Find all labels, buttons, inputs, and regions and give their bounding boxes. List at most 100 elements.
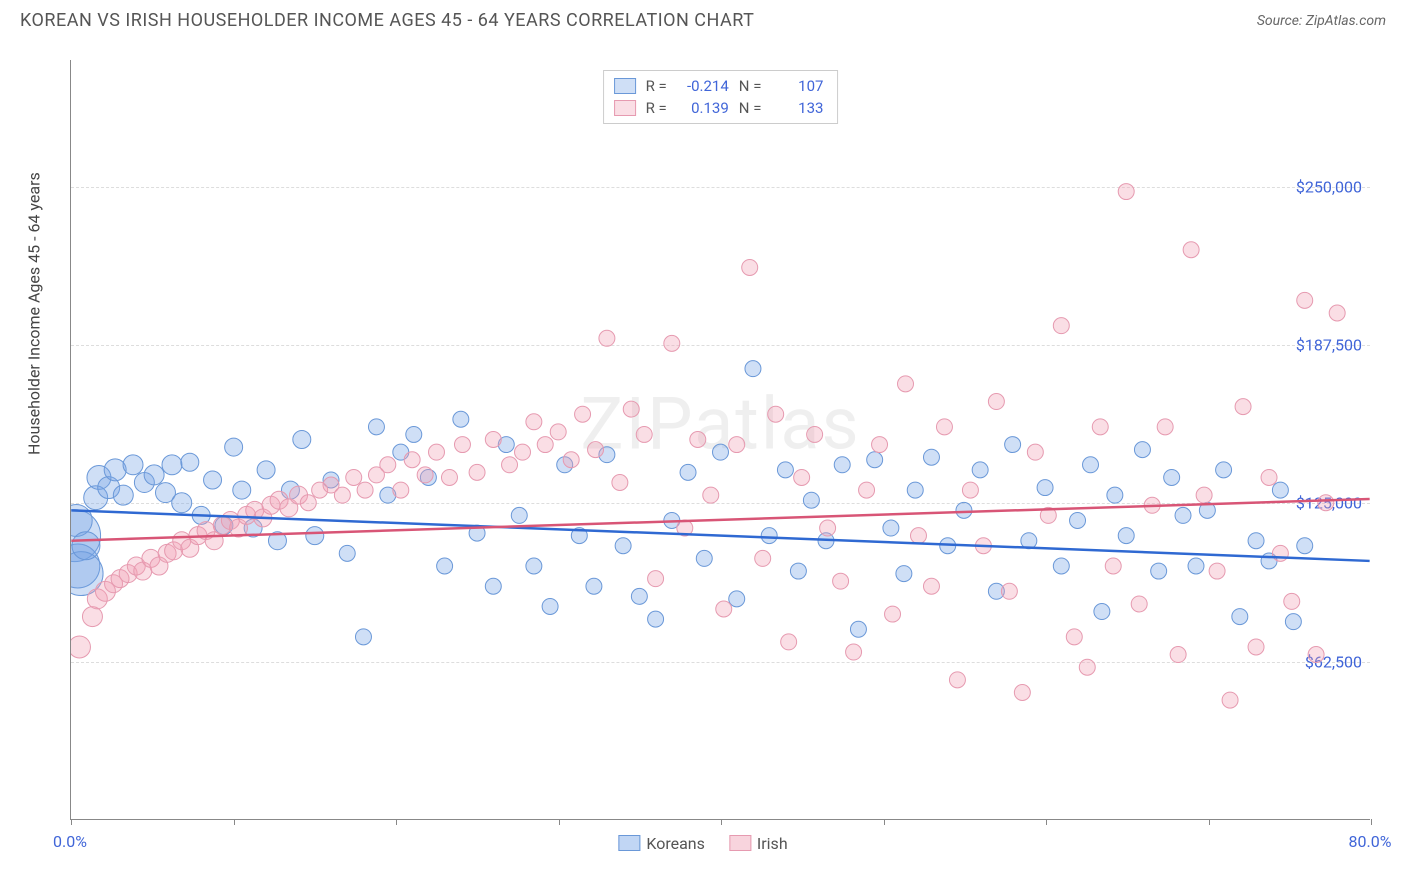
stat-n-value-0: 107: [771, 77, 823, 95]
x-tick-label: 80.0%: [1349, 832, 1392, 851]
legend-stats-box: R = -0.214 N = 107 R = 0.139 N = 133: [603, 70, 839, 124]
scatter-point: [1053, 558, 1069, 574]
scatter-point: [515, 444, 531, 460]
scatter-point: [850, 621, 866, 637]
scatter-point: [872, 437, 888, 453]
x-tick: [71, 819, 72, 825]
scatter-point: [71, 636, 90, 658]
scatter-point: [1248, 639, 1264, 655]
scatter-point: [755, 550, 771, 566]
scatter-point: [82, 607, 102, 627]
scatter-point: [1183, 242, 1199, 258]
scatter-point: [1329, 305, 1345, 321]
plot-area: ZIPatlas R = -0.214 N = 107 R = 0.139 N …: [70, 60, 1370, 820]
scatter-point: [883, 520, 899, 536]
x-tick: [1371, 819, 1372, 825]
scatter-point: [803, 492, 819, 508]
scatter-point: [588, 442, 604, 458]
scatter-point: [1308, 647, 1324, 663]
x-tick: [396, 819, 397, 825]
scatter-point: [346, 469, 362, 485]
scatter-point: [1297, 292, 1313, 308]
scatter-point: [1005, 437, 1021, 453]
scatter-point: [406, 426, 422, 442]
scatter-point: [233, 481, 251, 499]
scatter-point: [898, 376, 914, 392]
scatter-point: [910, 528, 926, 544]
legend-stats-row-1: R = 0.139 N = 133: [614, 97, 824, 119]
scatter-point: [550, 424, 566, 440]
scatter-point: [162, 455, 182, 475]
scatter-point: [761, 528, 777, 544]
scatter-point: [648, 571, 664, 587]
x-tick: [559, 819, 560, 825]
scatter-point: [257, 461, 275, 479]
scatter-point: [781, 634, 797, 650]
scatter-point: [1175, 507, 1191, 523]
scatter-point: [612, 475, 628, 491]
scatter-point: [636, 426, 652, 442]
scatter-point: [1151, 563, 1167, 579]
scatter-point: [745, 361, 761, 377]
scatter-point: [526, 558, 542, 574]
scatter-point: [225, 438, 243, 456]
scatter-point: [703, 487, 719, 503]
scatter-point: [1164, 469, 1180, 485]
scatter-point: [1284, 593, 1300, 609]
legend-swatch-koreans: [614, 78, 636, 94]
scatter-point: [696, 550, 712, 566]
scatter-point: [1235, 399, 1251, 415]
legend-label: Koreans: [646, 834, 705, 853]
scatter-point: [1216, 462, 1232, 478]
scatter-point: [485, 578, 501, 594]
scatter-point: [1196, 487, 1212, 503]
scatter-point: [511, 507, 527, 523]
scatter-point: [181, 453, 199, 471]
scatter-point: [846, 644, 862, 660]
scatter-point: [834, 457, 850, 473]
legend-swatch: [618, 835, 640, 851]
scatter-point: [1297, 538, 1313, 554]
scatter-point: [768, 406, 784, 422]
chart-title: KOREAN VS IRISH HOUSEHOLDER INCOME AGES …: [20, 10, 754, 31]
scatter-point: [526, 414, 542, 430]
scatter-point: [1285, 614, 1301, 630]
scatter-point: [615, 538, 631, 554]
scatter-point: [949, 672, 965, 688]
chart-container: Householder Income Ages 45 - 64 years ZI…: [20, 50, 1386, 860]
scatter-point: [623, 401, 639, 417]
legend-item: Koreans: [618, 834, 705, 853]
scatter-point: [404, 452, 420, 468]
scatter-point: [859, 482, 875, 498]
scatter-point: [441, 469, 457, 485]
scatter-point: [339, 545, 355, 561]
scatter-point: [729, 437, 745, 453]
scatter-point: [599, 330, 615, 346]
x-tick: [1209, 819, 1210, 825]
scatter-point: [664, 335, 680, 351]
x-tick: [234, 819, 235, 825]
stat-r-value-1: 0.139: [677, 99, 729, 117]
scatter-point: [1232, 609, 1248, 625]
scatter-point: [742, 259, 758, 275]
scatter-point: [1027, 444, 1043, 460]
scatter-point: [833, 573, 849, 589]
scatter-point: [306, 527, 324, 545]
scatter-point: [1131, 596, 1147, 612]
scatter-point: [729, 591, 745, 607]
scatter-point: [485, 432, 501, 448]
scatter-point: [293, 431, 311, 449]
scatter-point: [1083, 457, 1099, 473]
legend-label: Irish: [757, 834, 788, 853]
scatter-point: [537, 437, 553, 453]
scatter-point: [1053, 318, 1069, 334]
scatter-point: [1079, 659, 1095, 675]
stat-r-label: R =: [646, 99, 667, 117]
stat-n-value-1: 133: [771, 99, 823, 117]
scatter-point: [586, 578, 602, 594]
scatter-point: [575, 406, 591, 422]
scatter-point: [453, 411, 469, 427]
header-row: KOREAN VS IRISH HOUSEHOLDER INCOME AGES …: [0, 0, 1406, 41]
scatter-point: [144, 465, 164, 485]
scatter-point: [713, 444, 729, 460]
